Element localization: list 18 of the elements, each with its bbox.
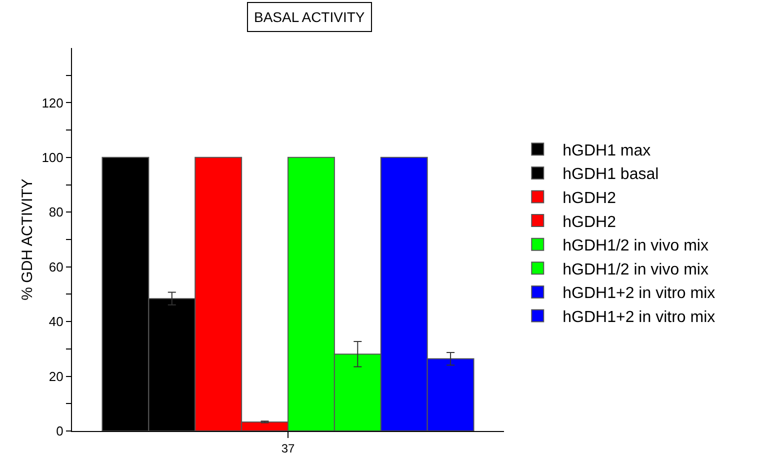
- y-tick-label: 20: [48, 368, 64, 384]
- legend-label: hGDH1 max: [562, 142, 651, 160]
- y-tick-label: 40: [48, 314, 64, 330]
- y-tick-label: 100: [42, 150, 64, 165]
- legend-label: hGDH1+2 in vitro mix: [562, 309, 716, 326]
- chart-title: BASAL ACTIVITY: [254, 9, 366, 25]
- y-tick-label: 60: [48, 259, 64, 274]
- y-tick-label: 120: [42, 95, 64, 110]
- legend-label: hGDH2: [562, 214, 616, 231]
- legend-label: hGDH1/2 in vivo mix: [562, 261, 708, 278]
- x-tick-label: 37: [281, 441, 295, 456]
- y-axis-title: % GDH ACTIVITY: [19, 178, 36, 300]
- y-tick-label: 0: [56, 424, 64, 439]
- y-tick-label: 80: [48, 204, 64, 220]
- legend-label: hGDH1 basal: [562, 166, 659, 184]
- legend-label: hGDH2: [562, 190, 616, 207]
- legend-label: hGDH1/2 in vivo mix: [562, 238, 708, 255]
- legend-label: hGDH1+2 in vitro mix: [562, 285, 716, 302]
